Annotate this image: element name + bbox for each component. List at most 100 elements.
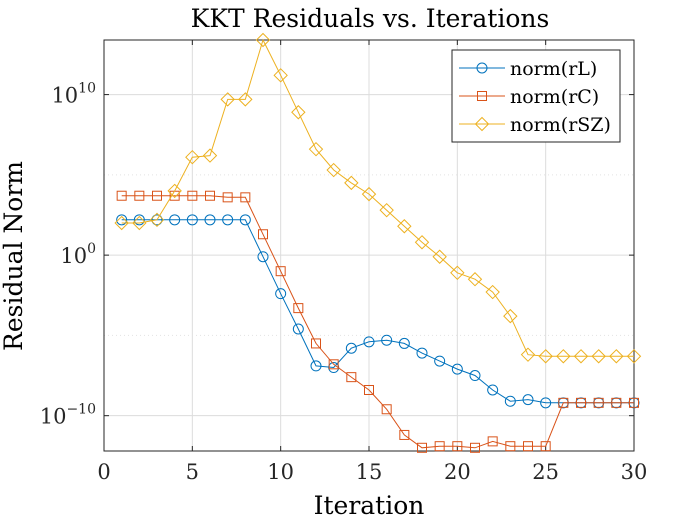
data-point	[133, 214, 145, 226]
series-line-2	[121, 195, 634, 449]
data-point	[116, 214, 128, 226]
data-point	[114, 215, 129, 231]
data-point	[432, 249, 447, 264]
data-point	[398, 337, 410, 349]
series-line-1	[121, 219, 634, 404]
legend-swatch-marker	[476, 62, 488, 74]
data-point	[470, 442, 480, 453]
x-axis-label: Iteration	[314, 491, 425, 520]
data-point	[399, 429, 410, 440]
data-point	[611, 397, 622, 408]
data-point	[416, 347, 428, 359]
data-point	[152, 190, 162, 201]
data-point	[467, 272, 483, 287]
data-point	[291, 105, 306, 120]
data-point	[149, 212, 165, 228]
data-point	[487, 384, 499, 396]
data-point	[520, 347, 536, 362]
series-norm(rL)	[116, 214, 640, 409]
data-point	[363, 336, 375, 348]
data-point	[452, 441, 463, 452]
data-point	[434, 355, 446, 367]
data-point	[273, 68, 288, 83]
data-point	[434, 441, 445, 452]
x-axis: 0 5 10 15 20 25 30	[97, 40, 647, 484]
data-point	[240, 192, 251, 203]
data-point	[258, 229, 268, 240]
data-point	[134, 190, 145, 201]
data-point	[222, 214, 234, 226]
data-point	[593, 397, 604, 408]
data-point	[275, 266, 286, 277]
data-point	[346, 372, 357, 383]
legend: norm(rL) norm(rC) norm(rSZ)	[451, 49, 621, 143]
legend-label: norm(rSZ)	[510, 114, 611, 136]
data-point	[576, 397, 586, 408]
data-point	[591, 349, 606, 364]
data-point	[167, 183, 182, 199]
data-point	[222, 192, 233, 203]
x-tick-label: 0	[97, 460, 110, 484]
y-tick-label: 10−10	[40, 402, 96, 429]
data-point	[556, 349, 571, 364]
y-tick-label: 1010	[51, 81, 96, 108]
data-point	[326, 162, 341, 178]
data-point	[397, 219, 412, 234]
data-point	[311, 338, 321, 349]
legend-swatch-marker	[477, 91, 487, 101]
y-axis-label: Residual Norm	[0, 161, 28, 351]
data-point	[523, 441, 533, 452]
data-point	[293, 303, 304, 314]
data-point	[204, 214, 216, 226]
data-point	[381, 334, 393, 346]
data-point	[417, 442, 427, 453]
x-tick-label: 10	[267, 460, 294, 484]
data-point	[629, 397, 639, 408]
data-point	[485, 284, 500, 300]
data-point	[239, 214, 251, 226]
data-point	[205, 190, 215, 201]
data-point	[255, 32, 271, 48]
x-tick-label: 5	[186, 460, 199, 484]
data-point	[345, 342, 357, 354]
data-point	[151, 214, 163, 226]
data-point	[626, 349, 642, 364]
data-point	[361, 186, 377, 202]
x-tick-label: 25	[532, 460, 559, 484]
data-point	[450, 265, 465, 281]
x-tick-label: 30	[621, 460, 648, 484]
data-point	[308, 141, 324, 157]
data-point	[187, 190, 198, 201]
data-point	[503, 308, 518, 324]
data-point	[169, 214, 181, 226]
data-point	[609, 349, 624, 364]
data-point	[381, 404, 392, 415]
data-point	[202, 148, 218, 163]
data-point	[540, 441, 551, 452]
data-point	[379, 202, 394, 218]
series-layer	[114, 32, 642, 453]
data-point	[414, 235, 430, 250]
legend-label: norm(rC)	[510, 86, 599, 108]
data-point	[292, 323, 304, 335]
data-point	[238, 92, 253, 107]
legend-item: norm(rC)	[459, 86, 599, 108]
series-norm(rSZ)	[114, 32, 642, 364]
series-line-3	[121, 38, 634, 357]
data-point	[186, 214, 198, 226]
data-point	[220, 92, 235, 107]
data-point	[310, 360, 322, 372]
data-point	[185, 149, 200, 165]
data-point	[344, 175, 359, 191]
y-axis: 1010 100 10−10	[40, 81, 634, 429]
x-tick-label: 20	[444, 460, 471, 484]
data-point	[257, 251, 269, 263]
data-point	[451, 363, 463, 375]
data-point	[116, 190, 127, 201]
data-point	[275, 288, 287, 300]
data-point	[469, 370, 481, 382]
data-point	[505, 441, 516, 452]
data-point	[504, 395, 516, 407]
chart-title: KKT Residuals vs. Iterations	[191, 4, 550, 33]
